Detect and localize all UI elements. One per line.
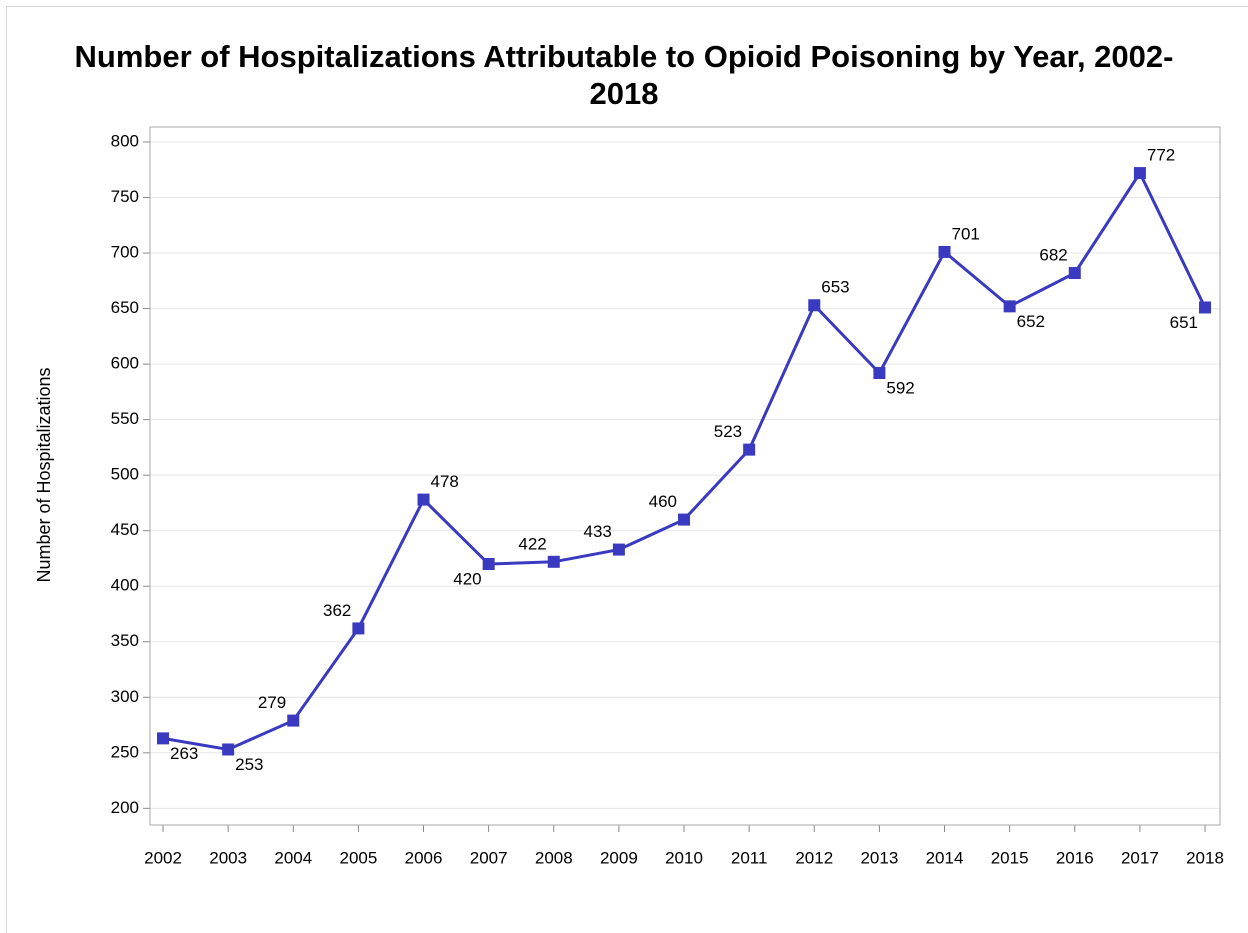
marker (808, 299, 821, 312)
y-tick-label: 400 (111, 576, 139, 595)
marker (612, 543, 625, 556)
x-tick-label: 2007 (470, 848, 508, 867)
marker (352, 622, 365, 635)
data-label: 422 (518, 534, 546, 553)
x-tick-label: 2002 (144, 848, 182, 867)
marker (873, 366, 886, 379)
x-tick-label: 2011 (731, 848, 768, 867)
data-label: 478 (431, 472, 459, 491)
marker (1003, 300, 1016, 313)
y-tick-label: 750 (111, 187, 139, 206)
x-tick-label: 2016 (1056, 848, 1094, 867)
x-tick-label: 2010 (665, 848, 703, 867)
data-label: 772 (1147, 146, 1175, 165)
x-tick-label: 2014 (926, 848, 964, 867)
x-tick-label: 2017 (1121, 848, 1159, 867)
marker (678, 513, 691, 526)
data-label: 253 (235, 755, 263, 774)
marker (1068, 267, 1081, 280)
y-axis-label: Number of Hospitalizations (34, 367, 54, 582)
chart-title: Number of Hospitalizations Attributable … (74, 39, 1174, 111)
marker (222, 743, 235, 756)
page-border (6, 6, 1248, 933)
marker (482, 558, 495, 571)
marker (287, 714, 300, 727)
y-tick-label: 550 (111, 409, 139, 428)
marker (547, 555, 560, 568)
y-tick-label: 800 (111, 131, 139, 150)
x-tick-label: 2013 (860, 848, 898, 867)
y-tick-label: 450 (111, 520, 139, 539)
x-tick-label: 2009 (600, 848, 638, 867)
marker (938, 245, 951, 258)
data-label: 362 (323, 601, 351, 620)
data-label: 420 (453, 569, 481, 588)
y-tick-label: 350 (111, 631, 139, 650)
x-tick-label: 2008 (535, 848, 573, 867)
y-tick-label: 200 (111, 798, 139, 817)
data-label: 653 (821, 278, 849, 297)
data-label: 433 (584, 522, 612, 541)
marker (1199, 301, 1212, 314)
data-label: 523 (714, 422, 742, 441)
y-tick-label: 300 (111, 687, 139, 706)
y-tick-label: 500 (111, 465, 139, 484)
data-label: 651 (1170, 313, 1198, 332)
x-tick-label: 2005 (339, 848, 377, 867)
x-tick-label: 2003 (209, 848, 247, 867)
marker (417, 493, 430, 506)
data-label: 652 (1017, 312, 1045, 331)
data-label: 263 (170, 744, 198, 763)
marker (743, 443, 756, 456)
data-label: 592 (886, 378, 914, 397)
data-label: 701 (952, 224, 980, 243)
x-tick-label: 2012 (795, 848, 833, 867)
y-tick-label: 600 (111, 354, 139, 373)
data-label: 460 (649, 492, 677, 511)
x-tick-label: 2004 (274, 848, 312, 867)
y-tick-label: 700 (111, 243, 139, 262)
x-tick-label: 2015 (991, 848, 1029, 867)
x-tick-label: 2018 (1186, 848, 1224, 867)
marker (1133, 167, 1146, 180)
x-tick-label: 2006 (405, 848, 443, 867)
y-tick-label: 650 (111, 298, 139, 317)
y-tick-label: 250 (111, 742, 139, 761)
plot-frame (149, 126, 1221, 826)
data-label: 682 (1039, 246, 1067, 265)
marker (157, 732, 170, 745)
data-label: 279 (258, 693, 286, 712)
